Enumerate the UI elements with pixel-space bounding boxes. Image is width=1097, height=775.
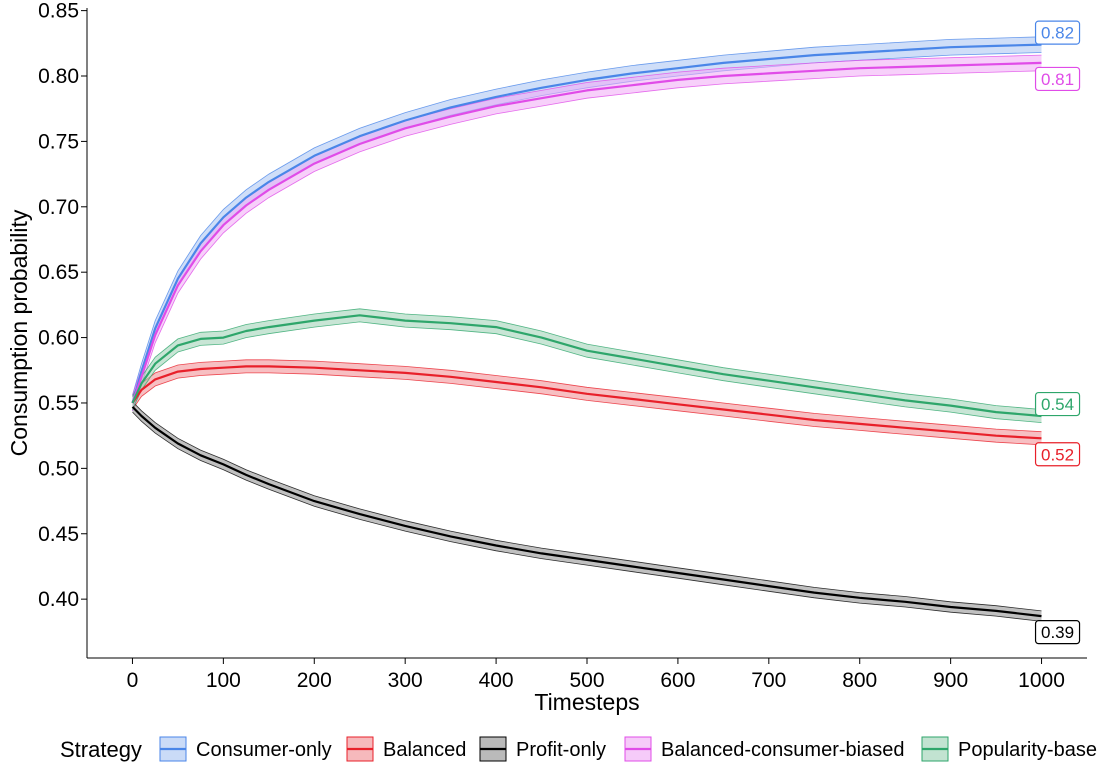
y-tick-label: 0.65 bbox=[38, 261, 79, 284]
end-label-box-balanced bbox=[1034, 442, 1081, 467]
legend: Strategy Consumer-only Balanced Profit-onl… bbox=[60, 736, 1097, 762]
band-edge-lower-balanced-consumer-biased bbox=[132, 70, 1042, 411]
y-tick-label: 0.50 bbox=[38, 457, 79, 480]
end-label-balanced: 0.52 bbox=[1041, 445, 1074, 464]
x-tick-label: 500 bbox=[569, 669, 604, 692]
x-tick-label: 600 bbox=[660, 669, 695, 692]
legend-label: Balanced bbox=[383, 739, 466, 761]
legend-title: Strategy bbox=[60, 737, 142, 762]
end-value-labels: 0.82 0.52 0.39 0.81 0.54 bbox=[1034, 20, 1081, 645]
x-tick-label: 0 bbox=[127, 669, 139, 692]
y-tick-label: 0.75 bbox=[38, 130, 79, 153]
band-edge-upper-profit-only bbox=[132, 401, 1042, 612]
legend-item-balanced: Balanced bbox=[346, 736, 466, 762]
legend-item-consumer-only: Consumer-only bbox=[159, 736, 332, 762]
legend-label: Popularity-based bbox=[958, 739, 1097, 761]
legend-item-balanced-consumer-biased: Balanced-consumer-biased bbox=[624, 736, 904, 762]
x-axis-ticks: 0 100 200 300 400 500 600 700 800 900 1000 bbox=[127, 658, 1065, 692]
band-consumer-only bbox=[132, 36, 1042, 411]
x-tick-label: 700 bbox=[751, 669, 786, 692]
y-tick-label: 0.60 bbox=[38, 327, 79, 350]
series-lines bbox=[131, 43, 1042, 618]
end-label-consumer-only: 0.82 bbox=[1041, 24, 1074, 43]
x-axis-title: Timesteps bbox=[534, 689, 639, 715]
line-balanced bbox=[131, 365, 1042, 440]
band-edge-upper-popularity-based bbox=[132, 308, 1042, 410]
end-label-balanced-consumer-biased: 0.81 bbox=[1041, 70, 1074, 89]
end-label-box-profit-only bbox=[1034, 620, 1081, 645]
end-label-box-popularity-based bbox=[1034, 391, 1081, 417]
line-balanced-consumer-biased bbox=[131, 61, 1042, 404]
band-popularity-based bbox=[132, 308, 1042, 423]
y-tick-label: 0.70 bbox=[38, 196, 79, 219]
x-tick-label: 800 bbox=[842, 669, 877, 692]
legend-item-profit-only: Profit-only bbox=[479, 736, 606, 762]
line-popularity-based bbox=[131, 314, 1042, 418]
band-edge-lower-popularity-based bbox=[132, 321, 1042, 423]
end-label-box-consumer-only bbox=[1034, 20, 1081, 45]
y-axis-title: Consumption probability bbox=[6, 209, 32, 456]
x-tick-label: 900 bbox=[933, 669, 968, 692]
band-edge-upper-balanced bbox=[132, 359, 1042, 433]
confidence-bands bbox=[132, 36, 1042, 622]
end-label-box-balanced-consumer-biased bbox=[1034, 66, 1081, 92]
x-tick-label: 1000 bbox=[1018, 669, 1065, 692]
x-tick-label: 300 bbox=[388, 669, 423, 692]
y-tick-label: 0.55 bbox=[38, 392, 79, 415]
legend-label: Profit-only bbox=[516, 739, 606, 761]
line-consumer-only bbox=[131, 43, 1042, 404]
y-tick-label: 0.80 bbox=[38, 65, 79, 88]
band-edge-upper-consumer-only bbox=[132, 36, 1042, 396]
x-tick-label: 400 bbox=[479, 669, 514, 692]
line-profit-only bbox=[131, 406, 1042, 618]
y-tick-label: 0.85 bbox=[38, 0, 79, 23]
x-tick-label: 100 bbox=[206, 669, 241, 692]
legend-label: Balanced-consumer-biased bbox=[661, 739, 904, 761]
band-balanced bbox=[132, 359, 1042, 445]
end-label-profit-only: 0.39 bbox=[1041, 623, 1074, 642]
end-label-popularity-based: 0.54 bbox=[1041, 395, 1074, 414]
y-axis-ticks: 0.40 0.45 0.50 0.55 0.60 0.65 0.70 0.75 0.80 0.85 bbox=[38, 0, 87, 611]
band-edge-lower-profit-only bbox=[132, 411, 1042, 622]
legend-item-popularity-based: Popularity-based bbox=[921, 736, 1097, 762]
y-tick-label: 0.45 bbox=[38, 523, 79, 546]
x-tick-label: 200 bbox=[297, 669, 332, 692]
y-tick-label: 0.40 bbox=[38, 588, 79, 611]
legend-label: Consumer-only bbox=[196, 739, 332, 761]
band-edge-lower-balanced bbox=[132, 372, 1042, 446]
